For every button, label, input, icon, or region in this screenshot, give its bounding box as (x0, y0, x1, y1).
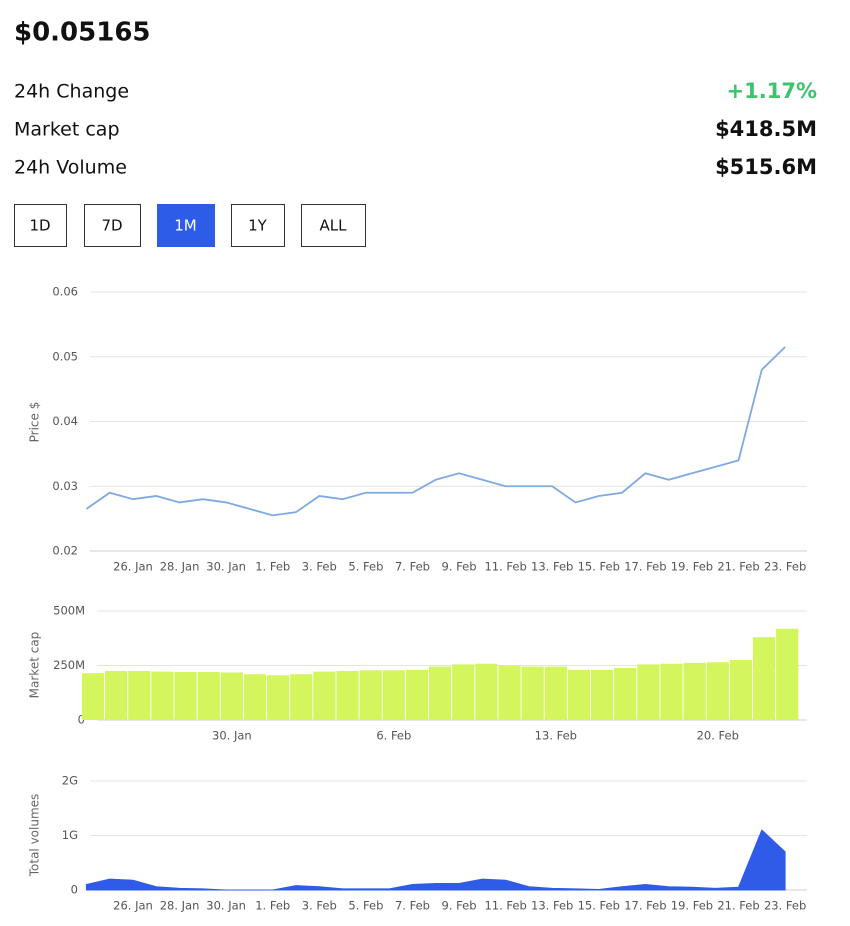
bar (243, 674, 267, 720)
y-tick-label: 2G (62, 774, 78, 788)
bar (590, 669, 614, 720)
x-tick-label: 7. Feb (395, 560, 430, 574)
volume-area (85, 829, 786, 891)
bar (729, 660, 753, 720)
x-tick-label: 28. Jan (160, 899, 200, 913)
timeframe-label[interactable]: 1Y (248, 217, 268, 235)
stat-label: 24h Change (14, 81, 129, 103)
bar (498, 665, 521, 720)
x-tick-label: 15. Feb (578, 899, 620, 913)
timeframe-button[interactable] (14, 204, 67, 247)
x-tick-label: 11. Feb (484, 560, 526, 574)
x-tick-label: 6. Feb (376, 729, 411, 743)
x-tick-label: 21. Feb (717, 899, 759, 913)
x-tick-label: 15. Feb (578, 560, 620, 574)
bar (706, 662, 729, 720)
bar (475, 663, 498, 720)
bar (313, 671, 336, 720)
x-tick-label: 3. Feb (302, 560, 337, 574)
bar (197, 672, 220, 720)
x-tick-label: 19. Feb (671, 899, 713, 913)
bar (128, 670, 151, 720)
stat-label: Market cap (14, 119, 120, 141)
x-tick-label: 30. Jan (206, 560, 246, 574)
x-tick-label: 17. Feb (624, 899, 666, 913)
x-tick-label: 1. Feb (255, 560, 290, 574)
y-axis-title: Market cap (28, 632, 42, 699)
stat-value: $418.5M (715, 117, 817, 141)
stat-value: $515.6M (715, 155, 817, 179)
bar (776, 628, 799, 720)
x-tick-label: 1. Feb (255, 899, 290, 913)
y-tick-label: 0 (78, 713, 85, 727)
x-tick-label: 7. Feb (395, 899, 430, 913)
y-tick-label: 0 (71, 883, 78, 897)
x-tick-label: 30. Jan (212, 729, 252, 743)
x-tick-label: 11. Feb (484, 899, 526, 913)
y-tick-label: 0.04 (52, 414, 78, 428)
y-tick-label: 1G (62, 828, 78, 842)
bar (752, 637, 776, 720)
x-tick-label: 3. Feb (302, 899, 337, 913)
x-tick-label: 5. Feb (348, 560, 383, 574)
y-tick-label: 0.05 (52, 349, 78, 363)
x-tick-label: 23. Feb (764, 899, 806, 913)
x-tick-label: 21. Feb (717, 560, 759, 574)
x-tick-label: 20. Feb (697, 729, 739, 743)
y-axis-title: Price $ (28, 402, 42, 443)
timeframe-label[interactable]: 1D (29, 217, 50, 235)
bar (151, 671, 174, 720)
bar (382, 670, 405, 720)
bar (290, 674, 313, 720)
timeframe-label[interactable]: 7D (101, 217, 122, 235)
y-tick-label: 250M (53, 658, 85, 672)
current-price: $0.05165 (14, 18, 151, 48)
timeframe-label[interactable]: ALL (320, 217, 348, 235)
y-tick-label: 500M (53, 604, 85, 618)
price-line (85, 346, 786, 517)
x-tick-label: 19. Feb (671, 560, 713, 574)
x-tick-label: 9. Feb (442, 560, 477, 574)
bar (174, 672, 197, 720)
bar (428, 666, 452, 720)
timeframe-button[interactable] (157, 204, 215, 247)
bar (637, 664, 660, 720)
bar (81, 673, 105, 720)
timeframe-label[interactable]: 1M (174, 217, 197, 235)
bar (267, 675, 290, 720)
stat-value: +1.17% (727, 79, 817, 103)
stat-label: 24h Volume (14, 157, 127, 179)
x-tick-label: 13. Feb (531, 899, 573, 913)
x-tick-label: 13. Feb (531, 560, 573, 574)
x-tick-label: 17. Feb (624, 560, 666, 574)
bar (452, 664, 475, 720)
y-axis-title: Total volumes (28, 794, 42, 878)
bar (220, 672, 243, 720)
timeframe-button[interactable] (231, 204, 285, 247)
bar (544, 666, 567, 720)
x-tick-label: 13. Feb (535, 729, 577, 743)
bar (567, 669, 591, 720)
x-tick-label: 23. Feb (764, 560, 806, 574)
x-tick-label: 30. Jan (206, 899, 246, 913)
y-tick-label: 0.03 (52, 479, 78, 493)
y-tick-label: 0.06 (52, 285, 78, 299)
bar (336, 670, 359, 720)
x-tick-label: 9. Feb (442, 899, 477, 913)
x-tick-label: 26. Jan (113, 560, 153, 574)
bar (683, 662, 706, 720)
bar (405, 669, 429, 720)
y-tick-label: 0.02 (52, 544, 78, 558)
bar (521, 666, 544, 720)
x-tick-label: 26. Jan (113, 899, 153, 913)
bar (105, 670, 128, 720)
bar (660, 663, 683, 720)
x-tick-label: 28. Jan (160, 560, 200, 574)
bar (359, 670, 382, 720)
timeframe-button[interactable] (84, 204, 141, 247)
bar (614, 668, 637, 720)
timeframe-button[interactable] (301, 204, 366, 247)
x-tick-label: 5. Feb (348, 899, 383, 913)
